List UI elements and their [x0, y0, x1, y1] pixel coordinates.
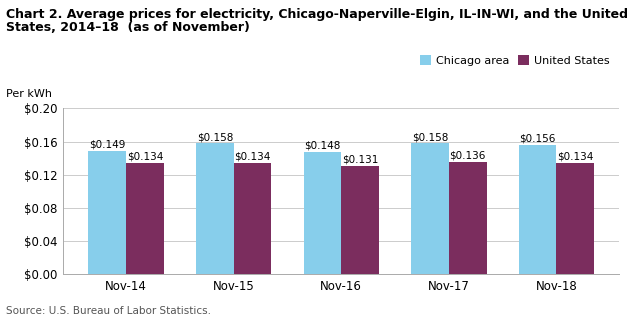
Text: Per kWh: Per kWh	[6, 89, 52, 99]
Text: $0.158: $0.158	[197, 132, 233, 142]
Bar	[556, 163, 594, 274]
Text: States, 2014–18  (as of November): States, 2014–18 (as of November)	[6, 21, 250, 34]
Text: $0.156: $0.156	[520, 134, 556, 144]
Text: $0.134: $0.134	[557, 152, 593, 162]
Text: $0.134: $0.134	[234, 152, 270, 162]
Bar	[234, 163, 271, 274]
Legend: Chicago area, United States: Chicago area, United States	[416, 51, 614, 70]
Bar	[126, 163, 164, 274]
Text: $0.149: $0.149	[89, 139, 126, 150]
Bar	[519, 145, 556, 274]
Bar	[449, 161, 487, 274]
Text: $0.148: $0.148	[304, 140, 341, 150]
Bar	[341, 166, 379, 274]
Bar	[303, 152, 341, 274]
Bar	[196, 143, 234, 274]
Text: $0.131: $0.131	[342, 154, 379, 165]
Bar	[88, 151, 126, 274]
Text: Chart 2. Average prices for electricity, Chicago-Naperville-Elgin, IL-IN-WI, and: Chart 2. Average prices for electricity,…	[6, 8, 628, 21]
Text: $0.134: $0.134	[127, 152, 163, 162]
Bar	[411, 143, 449, 274]
Text: Source: U.S. Bureau of Labor Statistics.: Source: U.S. Bureau of Labor Statistics.	[6, 306, 211, 316]
Text: $0.136: $0.136	[449, 150, 486, 160]
Text: $0.158: $0.158	[412, 132, 448, 142]
